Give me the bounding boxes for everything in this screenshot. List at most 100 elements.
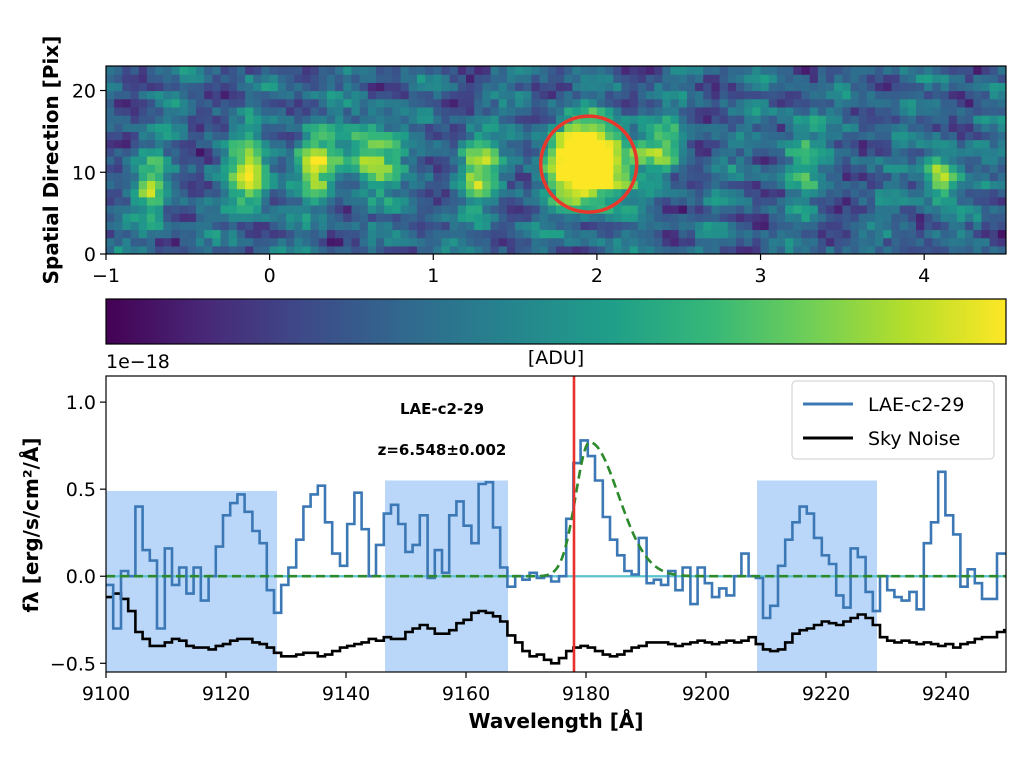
heatmap-cell bbox=[556, 139, 565, 149]
heatmap-cell bbox=[269, 115, 279, 124]
heatmap-cell bbox=[351, 98, 361, 108]
heatmap-cell bbox=[678, 213, 688, 222]
heatmap-cell bbox=[269, 196, 279, 206]
heatmap-cell bbox=[907, 245, 917, 254]
heatmap-cell bbox=[727, 172, 737, 182]
heatmap-cell bbox=[646, 115, 655, 124]
heatmap-cell bbox=[212, 98, 222, 108]
heatmap-cell bbox=[302, 164, 312, 173]
heatmap-cell bbox=[138, 98, 148, 108]
heatmap-cell bbox=[924, 115, 933, 124]
heatmap-cell bbox=[932, 139, 942, 149]
heatmap-cell bbox=[572, 66, 582, 75]
heatmap-cell bbox=[523, 90, 533, 100]
heatmap-cell bbox=[670, 229, 680, 239]
heatmap-cell bbox=[793, 90, 803, 100]
heatmap-cell bbox=[907, 115, 917, 124]
heatmap-cell bbox=[596, 237, 606, 247]
heatmap-cell bbox=[425, 82, 434, 92]
heatmap-cell bbox=[122, 196, 132, 206]
heatmap-cell bbox=[956, 82, 966, 92]
heatmap-cell bbox=[228, 155, 238, 165]
heatmap-cell bbox=[654, 213, 663, 222]
heatmap-cell bbox=[392, 213, 402, 222]
heatmap-cell bbox=[556, 106, 565, 116]
heatmap-cell bbox=[138, 74, 148, 83]
heatmap-cell bbox=[294, 131, 303, 141]
heatmap-cell bbox=[785, 164, 794, 173]
heatmap-cell bbox=[204, 123, 213, 132]
heatmap-cell bbox=[842, 164, 852, 173]
heatmap-cell bbox=[654, 98, 663, 108]
heatmap-cell bbox=[916, 229, 925, 239]
heatmap-cell bbox=[932, 155, 942, 165]
heatmap-cell bbox=[907, 155, 917, 165]
heatmap-cell bbox=[498, 229, 508, 239]
heatmap-cell bbox=[539, 155, 549, 165]
heatmap-cell bbox=[858, 82, 868, 92]
heatmap-cell bbox=[515, 131, 524, 141]
heatmap-cell bbox=[335, 213, 344, 222]
heatmap-cell bbox=[629, 106, 639, 116]
heatmap-cell bbox=[826, 196, 835, 206]
heatmap-cell bbox=[899, 147, 909, 157]
heatmap-cell bbox=[171, 229, 181, 239]
heatmap-cell bbox=[196, 237, 205, 247]
heatmap-cell bbox=[613, 213, 623, 222]
heatmap-cell bbox=[834, 155, 843, 165]
heatmap-cell bbox=[719, 66, 729, 75]
heatmap-cell bbox=[891, 82, 901, 92]
heatmap-cell bbox=[924, 66, 933, 75]
heatmap-cell bbox=[629, 82, 639, 92]
heatmap-cell bbox=[899, 106, 909, 116]
heatmap-cell bbox=[196, 66, 205, 75]
heatmap-cell bbox=[670, 245, 680, 254]
heatmap-cell bbox=[834, 123, 843, 132]
heatmap-cell bbox=[466, 74, 475, 83]
heatmap-cell bbox=[817, 82, 827, 92]
heatmap-cell bbox=[564, 139, 573, 149]
heatmap-cell bbox=[228, 98, 238, 108]
heatmap-cell bbox=[449, 213, 459, 222]
heatmap-cell bbox=[981, 66, 991, 75]
heatmap-cell bbox=[523, 123, 533, 132]
heatmap-cell bbox=[106, 229, 115, 239]
heatmap-cell bbox=[956, 180, 966, 190]
heatmap-cell bbox=[187, 115, 197, 124]
heatmap-cell bbox=[866, 196, 876, 206]
heatmap-cell bbox=[932, 204, 942, 214]
heatmap-cell bbox=[310, 90, 320, 100]
heatmap-cell bbox=[744, 90, 753, 100]
heatmap-cell bbox=[572, 147, 582, 157]
heatmap-cell bbox=[858, 245, 868, 254]
heatmap-cell bbox=[531, 147, 541, 157]
heatmap-cell bbox=[245, 147, 254, 157]
heatmap-cell bbox=[744, 245, 753, 254]
heatmap-cell bbox=[637, 66, 647, 75]
heatmap-cell bbox=[474, 98, 483, 108]
heatmap-cell bbox=[498, 123, 508, 132]
heatmap-cell bbox=[883, 131, 893, 141]
heatmap-cell bbox=[367, 123, 377, 132]
heatmap-cell bbox=[858, 204, 868, 214]
heatmap-cell bbox=[114, 106, 123, 116]
heatmap-cell bbox=[392, 221, 402, 231]
heatmap-cell bbox=[171, 172, 181, 182]
heatmap-cell bbox=[326, 82, 336, 92]
heatmap-cell bbox=[752, 123, 762, 132]
heatmap-cell bbox=[228, 90, 238, 100]
heatmap-cell bbox=[179, 115, 189, 124]
heatmap-cell bbox=[253, 229, 263, 239]
heatmap-cell bbox=[588, 229, 598, 239]
heatmap-cell bbox=[490, 115, 500, 124]
heatmap-cell bbox=[261, 172, 271, 182]
heatmap-cell bbox=[433, 139, 443, 149]
heatmap-cell bbox=[686, 196, 696, 206]
heatmap-cell bbox=[359, 237, 369, 247]
heatmap-cell bbox=[940, 90, 950, 100]
heatmap-cell bbox=[801, 139, 811, 149]
heatmap-cell bbox=[662, 66, 672, 75]
spectrum-frame bbox=[105, 375, 1007, 673]
heatmap-cell bbox=[196, 90, 205, 100]
heatmap-cell bbox=[703, 164, 713, 173]
